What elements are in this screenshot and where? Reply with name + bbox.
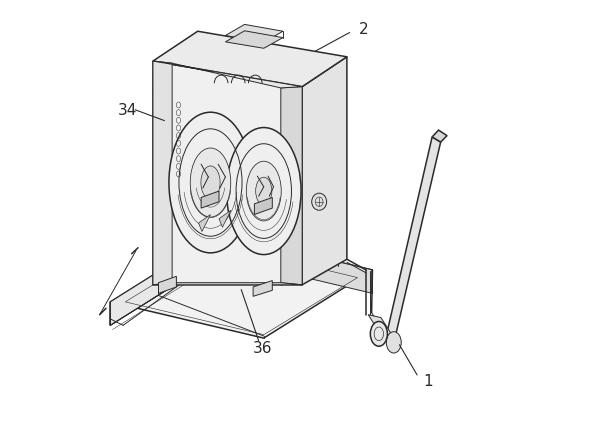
Polygon shape xyxy=(158,276,176,293)
Ellipse shape xyxy=(169,112,252,253)
Ellipse shape xyxy=(370,321,388,346)
Polygon shape xyxy=(153,283,302,285)
Polygon shape xyxy=(153,61,172,285)
Ellipse shape xyxy=(190,148,231,217)
Ellipse shape xyxy=(256,177,272,205)
Polygon shape xyxy=(201,191,219,208)
Text: 34: 34 xyxy=(118,103,137,118)
Ellipse shape xyxy=(226,127,301,254)
Ellipse shape xyxy=(246,161,281,221)
Polygon shape xyxy=(110,234,373,338)
Polygon shape xyxy=(219,210,231,227)
Polygon shape xyxy=(368,314,397,343)
Polygon shape xyxy=(226,31,283,48)
Polygon shape xyxy=(253,281,272,296)
Polygon shape xyxy=(281,87,302,285)
Polygon shape xyxy=(153,31,347,87)
Polygon shape xyxy=(153,61,302,88)
Polygon shape xyxy=(219,234,373,293)
Polygon shape xyxy=(432,130,447,142)
Polygon shape xyxy=(199,214,211,232)
Text: 1: 1 xyxy=(424,374,433,389)
Text: 2: 2 xyxy=(359,21,368,36)
Polygon shape xyxy=(153,61,302,285)
Ellipse shape xyxy=(386,332,401,353)
Polygon shape xyxy=(110,234,219,325)
Polygon shape xyxy=(254,197,272,214)
Ellipse shape xyxy=(201,166,220,199)
Polygon shape xyxy=(302,57,347,285)
Polygon shape xyxy=(226,24,283,42)
Polygon shape xyxy=(385,137,440,343)
Text: 36: 36 xyxy=(253,341,272,356)
Ellipse shape xyxy=(312,193,326,210)
